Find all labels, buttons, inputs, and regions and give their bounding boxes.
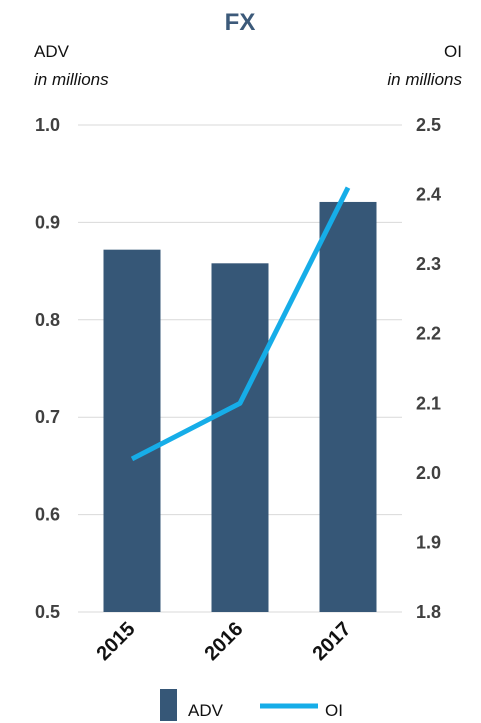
right-tick-label: 2.0 xyxy=(416,463,441,483)
right-tick-label: 2.1 xyxy=(416,393,441,413)
right-tick-label: 2.5 xyxy=(416,115,441,135)
x-tick-label: 2015 xyxy=(93,618,140,665)
bar-2017 xyxy=(319,201,377,613)
right-tick-label: 2.4 xyxy=(416,185,441,205)
oi-line xyxy=(130,186,351,462)
x-tick-label: 2016 xyxy=(201,618,248,665)
chart-title: FX xyxy=(225,9,256,36)
left-axis-ticks: 0.5 0.6 0.7 0.8 0.9 1.0 xyxy=(35,115,60,622)
left-tick-label: 0.7 xyxy=(35,407,60,427)
left-axis-title: ADV xyxy=(34,42,70,61)
right-tick-label: 2.3 xyxy=(416,254,441,274)
left-axis-subtitle: in millions xyxy=(34,70,109,89)
left-tick-label: 0.8 xyxy=(35,310,60,330)
right-tick-label: 1.9 xyxy=(416,532,441,552)
right-axis-ticks: 1.8 1.9 2.0 2.1 2.2 2.3 2.4 2.5 xyxy=(416,115,441,622)
right-axis-subtitle: in millions xyxy=(387,70,462,89)
legend: ADV OI xyxy=(160,689,343,721)
right-axis-title: OI xyxy=(444,42,462,61)
left-tick-label: 0.6 xyxy=(35,505,60,525)
left-tick-label: 0.5 xyxy=(35,602,60,622)
left-tick-label: 1.0 xyxy=(35,115,60,135)
bar-2016 xyxy=(211,263,269,612)
legend-adv-label: ADV xyxy=(188,701,224,720)
x-axis-ticks: 2015 2016 2017 xyxy=(93,618,356,665)
left-tick-label: 0.9 xyxy=(35,212,60,232)
bar-2015 xyxy=(103,249,161,612)
legend-oi-label: OI xyxy=(325,701,343,720)
right-tick-label: 2.2 xyxy=(416,324,441,344)
right-tick-label: 1.8 xyxy=(416,602,441,622)
adv-bars xyxy=(103,201,377,613)
x-tick-label: 2017 xyxy=(309,618,356,665)
legend-adv-swatch xyxy=(160,689,177,721)
oi-line-group xyxy=(130,186,351,462)
